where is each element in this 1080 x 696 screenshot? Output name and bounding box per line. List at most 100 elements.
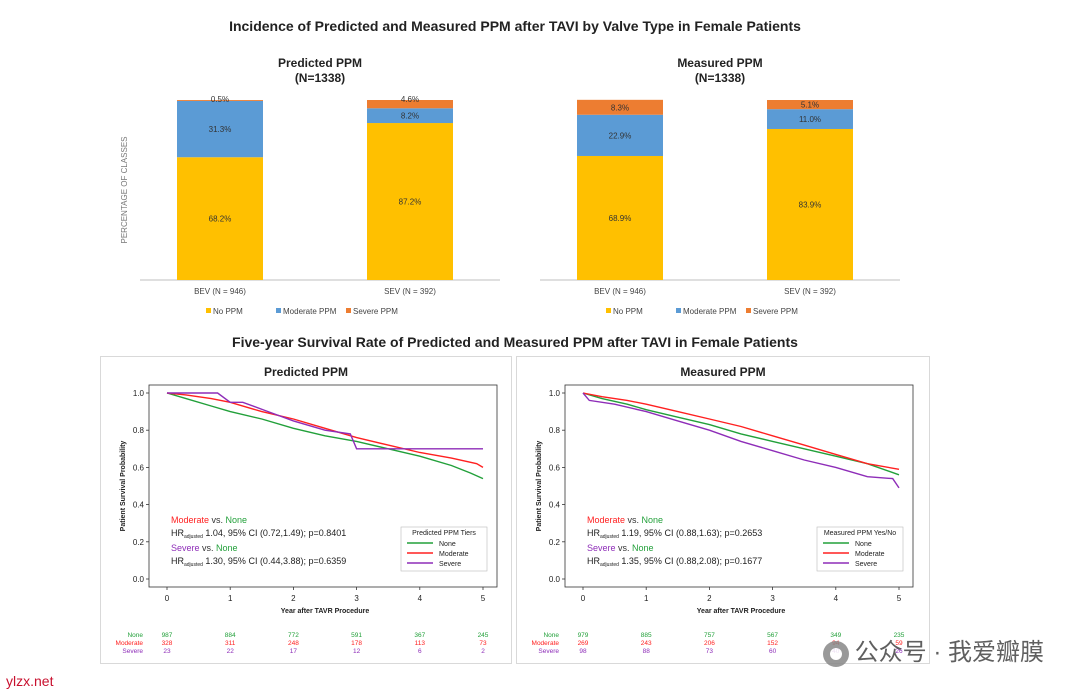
survival-line-severe bbox=[167, 392, 483, 450]
measured-ppm-survival-panel: Measured PPM 0.0 0.2 0.4 0.6 0.8 1.0 0 1 2 3 4 5 Yea… bbox=[516, 356, 930, 664]
hr-symbol: HR bbox=[171, 528, 184, 538]
comparison-group: Moderate bbox=[171, 515, 209, 525]
bar-segment bbox=[177, 157, 263, 280]
risk-table-value: 152 bbox=[767, 640, 778, 647]
risk-table-value: 113 bbox=[415, 640, 426, 647]
risk-table-value: 6 bbox=[418, 648, 422, 655]
legend-label: None bbox=[439, 541, 456, 548]
hr-subscript: adjusted bbox=[184, 534, 203, 540]
risk-table-value: 367 bbox=[414, 632, 425, 639]
bar-segment bbox=[577, 155, 663, 280]
legend-label: Moderate bbox=[439, 551, 469, 558]
survival-line-none bbox=[582, 392, 900, 476]
hr-statistics: 1.19, 95% CI (0.88,1.63); p=0.2653 bbox=[619, 528, 762, 538]
y-tick-label: 1.0 bbox=[549, 389, 561, 398]
risk-table-value: 26 bbox=[895, 648, 903, 655]
bar-data-label: 8.2% bbox=[401, 112, 419, 121]
bar-segment bbox=[767, 109, 853, 129]
x-tick-label: 4 bbox=[834, 594, 839, 603]
comparison-label: Severe vs. None bbox=[587, 543, 654, 553]
hr-symbol: HR bbox=[587, 556, 600, 566]
category-label: SEV (N = 392) bbox=[384, 287, 436, 296]
legend-label: Severe bbox=[439, 561, 461, 568]
bar-segment bbox=[767, 100, 853, 110]
legend-label: Severe bbox=[855, 561, 877, 568]
risk-table-value: 979 bbox=[578, 632, 589, 639]
comparison-reference: None bbox=[216, 543, 238, 553]
hr-subscript: adjusted bbox=[184, 562, 203, 568]
bar-segment bbox=[767, 128, 853, 280]
comparison-label: Severe vs. None bbox=[171, 543, 238, 553]
y-tick-label: 0.4 bbox=[133, 501, 145, 510]
y-tick-label: 0.2 bbox=[133, 538, 145, 547]
hazard-ratio-text: HRadjusted 1.19, 95% CI (0.88,1.63); p=0… bbox=[587, 528, 762, 540]
comparison-vs: vs. bbox=[200, 543, 217, 553]
risk-table-value: 178 bbox=[351, 640, 362, 647]
legend-label: None bbox=[855, 541, 872, 548]
comparison-reference: None bbox=[226, 515, 248, 525]
comparison-reference: None bbox=[642, 515, 664, 525]
legend-swatch bbox=[606, 308, 611, 313]
x-tick-label: 0 bbox=[581, 594, 586, 603]
bar-segment bbox=[577, 114, 663, 156]
bar-data-label: 5.1% bbox=[801, 101, 819, 110]
wechat-icon bbox=[822, 640, 849, 667]
legend-label: No PPM bbox=[613, 307, 643, 316]
survival-line-moderate bbox=[582, 392, 900, 470]
legend-label: Severe PPM bbox=[753, 307, 798, 316]
hr-statistics: 1.35, 95% CI (0.88,2.08); p=0.1677 bbox=[619, 556, 762, 566]
category-label: BEV (N = 946) bbox=[594, 287, 646, 296]
y-axis-label: Patient Survival Probability bbox=[120, 441, 127, 532]
x-tick-label: 2 bbox=[707, 594, 712, 603]
bar-segment bbox=[367, 108, 453, 124]
bar-segment bbox=[577, 99, 663, 115]
hazard-ratio-text: HRadjusted 1.04, 95% CI (0.72,1.49); p=0… bbox=[171, 528, 346, 540]
bar-data-label: 0.5% bbox=[211, 95, 229, 104]
y-tick-label: 1.0 bbox=[133, 389, 145, 398]
risk-table-value: 884 bbox=[225, 632, 236, 639]
y-tick-label: 0.0 bbox=[549, 575, 561, 584]
risk-table-value: 23 bbox=[163, 648, 171, 655]
hr-subscript: adjusted bbox=[600, 562, 619, 568]
category-label: SEV (N = 392) bbox=[784, 287, 836, 296]
measured-ppm-bar-panel: Measured PPM (N=1338) 68.9% 22.9% 8.3% BEV … bbox=[520, 50, 920, 330]
x-tick-label: 3 bbox=[354, 594, 359, 603]
risk-table-value: 885 bbox=[641, 632, 652, 639]
y-axis-label: Patient Survival Probability bbox=[536, 441, 543, 532]
bar-data-label: 11.0% bbox=[799, 115, 821, 124]
bar-data-label: 8.3% bbox=[611, 103, 629, 112]
bottom-figure-title: Five-year Survival Rate of Predicted and… bbox=[232, 334, 798, 350]
bar-data-label: 83.9% bbox=[799, 200, 822, 209]
x-tick-label: 5 bbox=[897, 594, 902, 603]
bar-chart-title: Measured PPM bbox=[677, 56, 763, 70]
hr-subscript: adjusted bbox=[600, 534, 619, 540]
category-label: BEV (N = 946) bbox=[194, 287, 246, 296]
risk-table-value: 22 bbox=[227, 648, 235, 655]
risk-table-value: 12 bbox=[353, 648, 361, 655]
legend-label: Moderate PPM bbox=[283, 307, 337, 316]
legend-swatch bbox=[676, 308, 681, 313]
y-tick-label: 0.4 bbox=[549, 501, 561, 510]
risk-table-label: Severe bbox=[538, 648, 559, 655]
risk-table-value: 73 bbox=[479, 640, 487, 647]
survival-chart-title: Predicted PPM bbox=[263, 365, 349, 379]
comparison-group: Severe bbox=[171, 543, 200, 553]
predicted-ppm-bar-panel: Predicted PPM (N=1338) PERCENTAGE OF CLA… bbox=[120, 50, 520, 330]
bar-chart-title: Predicted PPM bbox=[277, 56, 363, 70]
comparison-label: Moderate vs. None bbox=[587, 515, 663, 525]
y-tick-label: 0.8 bbox=[549, 426, 561, 435]
risk-table-value: 591 bbox=[351, 632, 362, 639]
predicted-ppm-bar-chart: PERCENTAGE OF CLASSES 68.2% 31.3% 0.5% BEV (… bbox=[120, 95, 500, 316]
risk-table-value: 17 bbox=[290, 648, 298, 655]
y-tick-label: 0.6 bbox=[549, 463, 561, 472]
x-tick-label: 0 bbox=[165, 594, 170, 603]
y-axis-label: PERCENTAGE OF CLASSES bbox=[120, 137, 129, 244]
legend-label: No PPM bbox=[213, 307, 243, 316]
bar-data-label: 68.9% bbox=[609, 214, 632, 223]
hr-symbol: HR bbox=[587, 528, 600, 538]
comparison-group: Moderate bbox=[587, 515, 625, 525]
bar-data-label: 4.6% bbox=[401, 95, 419, 104]
risk-table-label: Moderate bbox=[532, 640, 560, 647]
risk-table-value: 987 bbox=[162, 632, 173, 639]
